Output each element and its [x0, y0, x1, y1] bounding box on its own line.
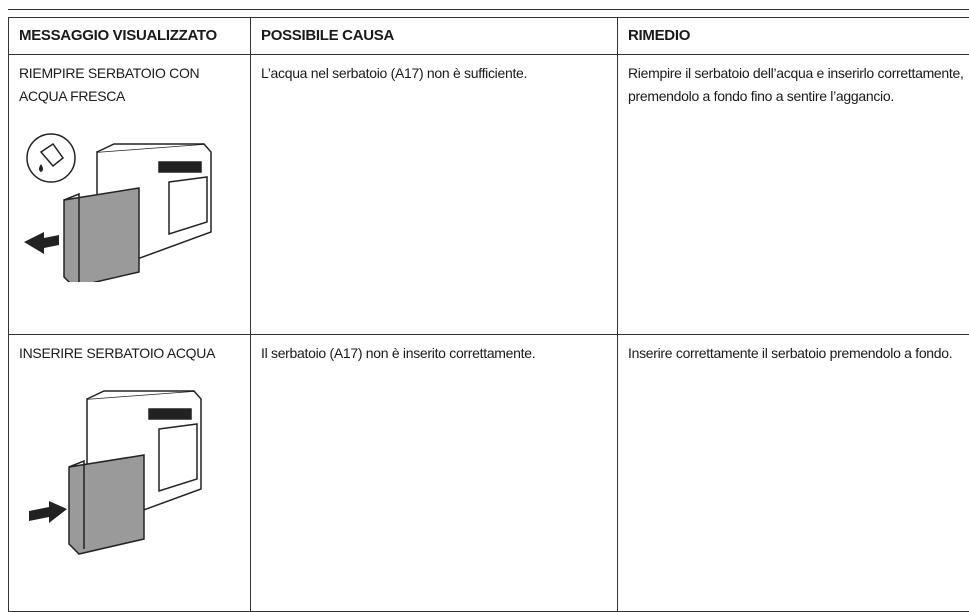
top-rule	[8, 9, 969, 10]
cell: INSERIRE SERBATOIO ACQUA	[9, 335, 251, 612]
header-cell: POSSIBILE CAUSA	[251, 18, 618, 55]
illustration-remove-tank	[19, 122, 219, 282]
cell: L’acqua nel serbatoio (A17) non è suffic…	[251, 55, 618, 335]
troubleshooting-table: MESSAGGIO VISUALIZZATO POSSIBILE CAUSA R…	[8, 17, 969, 612]
cell: RIEMPIRE SERBATOIO CON ACQUA FRESCA	[9, 55, 251, 335]
header-cell: RIMEDIO	[618, 18, 969, 55]
header-row: MESSAGGIO VISUALIZZATO POSSIBILE CAUSA R…	[9, 18, 969, 55]
cell: Inserire correttamente il serbatoio prem…	[618, 335, 969, 612]
header-cell: MESSAGGIO VISUALIZZATO	[9, 18, 251, 55]
cell: Riempire il serbatoio dell’acqua e inser…	[618, 55, 969, 335]
row: INSERIRE SERBATOIO ACQUA Il serbatoio (A…	[9, 335, 969, 612]
cell-text: RIEMPIRE SERBATOIO CON ACQUA FRESCA	[19, 62, 240, 108]
illustration-insert-tank	[19, 379, 219, 559]
cell: Il serbatoio (A17) non è inserito corret…	[251, 335, 618, 612]
cell-text: INSERIRE SERBATOIO ACQUA	[19, 342, 240, 365]
row: RIEMPIRE SERBATOIO CON ACQUA FRESCA L’ac…	[9, 55, 969, 335]
